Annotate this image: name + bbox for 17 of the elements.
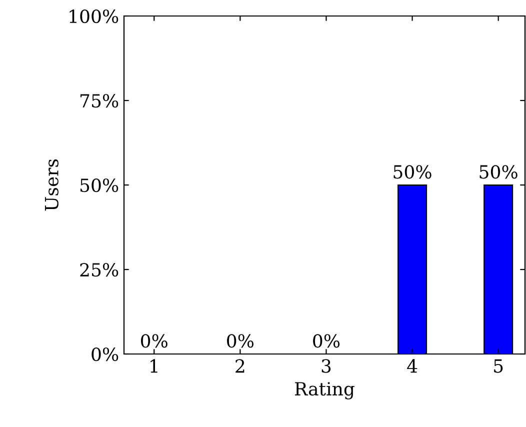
x-tick-label: 4 [407,359,418,373]
y-tick-label: 100% [70,9,118,24]
data-label: 50% [394,165,432,179]
y-axis-title: Users [45,159,58,211]
x-axis-title: Rating [295,382,354,400]
data-label: 50% [480,165,518,179]
x-tick-label: 3 [322,359,331,373]
y-tick-label: 75% [80,94,118,108]
data-label: 0% [140,334,168,348]
y-tick-label: 0% [92,347,118,362]
x-tick-label: 2 [236,359,244,373]
data-label: 0% [313,334,340,348]
y-tick-label: 25% [80,262,118,277]
data-label: 0% [227,334,254,348]
y-tick-label: 50% [80,178,118,192]
x-tick-label: 5 [494,359,503,373]
x-tick-label: 1 [150,359,158,373]
